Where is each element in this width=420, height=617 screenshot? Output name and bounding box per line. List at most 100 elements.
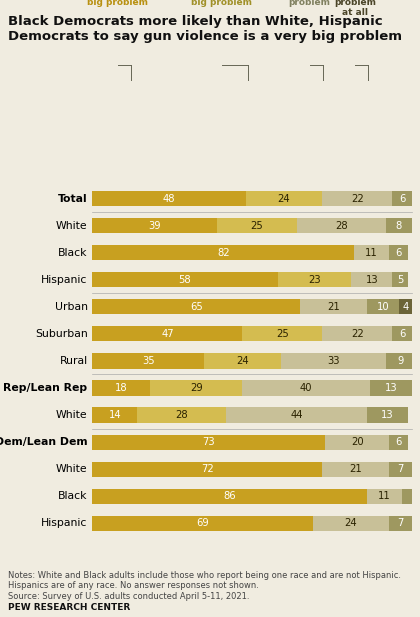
Bar	[92, 245, 354, 260]
Bar	[322, 326, 392, 341]
Text: 13: 13	[381, 410, 394, 420]
Bar	[392, 326, 412, 341]
Text: 29: 29	[190, 383, 202, 393]
Bar	[399, 299, 412, 315]
Text: 7: 7	[397, 464, 404, 474]
Text: White: White	[56, 464, 88, 474]
Bar	[389, 434, 408, 450]
Bar	[150, 381, 242, 395]
Bar	[217, 218, 297, 233]
Text: Black: Black	[58, 491, 88, 501]
Text: 39: 39	[148, 221, 161, 231]
Bar	[322, 462, 389, 477]
Text: 28: 28	[176, 410, 188, 420]
Text: 22: 22	[351, 329, 364, 339]
Bar	[392, 272, 408, 288]
Text: Rural: Rural	[60, 356, 88, 366]
Bar	[370, 381, 412, 395]
Text: 24: 24	[278, 194, 290, 204]
Bar	[386, 354, 415, 368]
Text: 10: 10	[377, 302, 389, 312]
Text: 23: 23	[308, 275, 320, 285]
Text: Hispanic: Hispanic	[41, 518, 88, 528]
Text: 7: 7	[397, 518, 404, 528]
Bar	[297, 218, 386, 233]
Bar	[300, 299, 367, 315]
Text: Urban: Urban	[55, 302, 88, 312]
Text: Dem/Lean Dem: Dem/Lean Dem	[0, 437, 88, 447]
Text: 24: 24	[236, 356, 249, 366]
Bar	[367, 489, 402, 504]
Text: White: White	[56, 221, 88, 231]
Bar	[367, 299, 399, 315]
Text: 69: 69	[196, 518, 209, 528]
Text: 4: 4	[402, 302, 408, 312]
Bar	[92, 489, 367, 504]
Text: 6: 6	[396, 248, 402, 258]
Bar	[92, 381, 150, 395]
Text: A small
problem: A small problem	[289, 0, 331, 7]
Text: 33: 33	[327, 356, 340, 366]
Text: Black: Black	[58, 248, 88, 258]
Text: 28: 28	[335, 221, 348, 231]
Text: 21: 21	[349, 464, 362, 474]
Text: 65: 65	[190, 302, 202, 312]
Text: 73: 73	[202, 437, 215, 447]
Bar	[278, 272, 351, 288]
Text: 13: 13	[385, 383, 397, 393]
Bar	[389, 462, 412, 477]
Text: 6: 6	[399, 194, 405, 204]
Text: 40: 40	[300, 383, 312, 393]
Bar	[92, 462, 322, 477]
Text: 5: 5	[397, 275, 404, 285]
Bar	[92, 407, 137, 423]
Bar	[386, 218, 412, 233]
Bar	[242, 326, 322, 341]
Bar	[322, 191, 392, 206]
Text: A very
big problem: A very big problem	[87, 0, 148, 7]
Bar	[389, 516, 412, 531]
Text: Not a
problem
at all: Not a problem at all	[334, 0, 376, 17]
Bar	[137, 407, 226, 423]
Text: 22: 22	[351, 194, 364, 204]
Text: Black Democrats more likely than White, Hispanic
Democrats to say gun violence i: Black Democrats more likely than White, …	[8, 15, 402, 43]
Text: 11: 11	[365, 248, 378, 258]
Text: 21: 21	[327, 302, 340, 312]
Text: 44: 44	[291, 410, 303, 420]
Text: 11: 11	[378, 491, 391, 501]
Text: 24: 24	[345, 518, 357, 528]
Bar	[402, 489, 412, 504]
Text: 20: 20	[351, 437, 364, 447]
Bar	[92, 272, 278, 288]
Text: 14: 14	[108, 410, 121, 420]
Text: 72: 72	[201, 464, 214, 474]
Bar	[242, 381, 370, 395]
Bar	[92, 354, 204, 368]
Text: Rep/Lean Rep: Rep/Lean Rep	[3, 383, 88, 393]
Bar	[326, 434, 389, 450]
Bar	[367, 407, 408, 423]
Bar	[351, 272, 392, 288]
Bar	[92, 191, 246, 206]
Bar	[312, 516, 389, 531]
Bar	[246, 191, 322, 206]
Text: 86: 86	[223, 491, 236, 501]
Text: 13: 13	[365, 275, 378, 285]
Text: 25: 25	[276, 329, 289, 339]
Text: 9: 9	[397, 356, 404, 366]
Text: 6: 6	[396, 437, 402, 447]
Bar	[204, 354, 281, 368]
Text: 82: 82	[217, 248, 230, 258]
Text: 47: 47	[161, 329, 174, 339]
Bar	[92, 218, 217, 233]
Text: 8: 8	[396, 221, 402, 231]
Text: 48: 48	[163, 194, 175, 204]
Bar	[389, 245, 408, 260]
Text: Hispanic: Hispanic	[41, 275, 88, 285]
Text: 35: 35	[142, 356, 155, 366]
Bar	[92, 299, 300, 315]
Text: Total: Total	[58, 194, 88, 204]
Bar	[92, 516, 312, 531]
Text: 25: 25	[250, 221, 263, 231]
Text: 18: 18	[115, 383, 127, 393]
